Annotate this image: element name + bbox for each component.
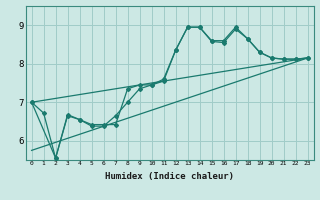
X-axis label: Humidex (Indice chaleur): Humidex (Indice chaleur) <box>105 172 234 181</box>
